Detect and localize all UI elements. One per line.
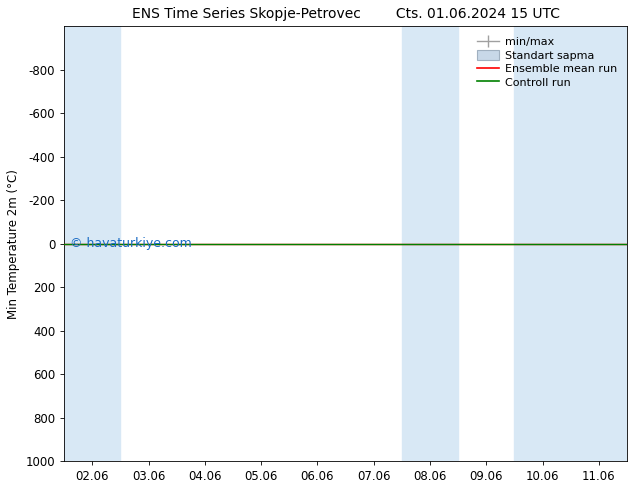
Text: © havaturkiye.com: © havaturkiye.com [70, 237, 191, 250]
Title: ENS Time Series Skopje-Petrovec        Cts. 01.06.2024 15 UTC: ENS Time Series Skopje-Petrovec Cts. 01.… [132, 7, 560, 21]
Bar [402, 26, 458, 461]
Bar [514, 26, 571, 461]
Bar [64, 26, 120, 461]
Y-axis label: Min Temperature 2m (°C): Min Temperature 2m (°C) [7, 169, 20, 318]
Bar [571, 26, 627, 461]
Legend: min/max, Standart sapma, Ensemble mean run, Controll run: min/max, Standart sapma, Ensemble mean r… [472, 32, 621, 92]
